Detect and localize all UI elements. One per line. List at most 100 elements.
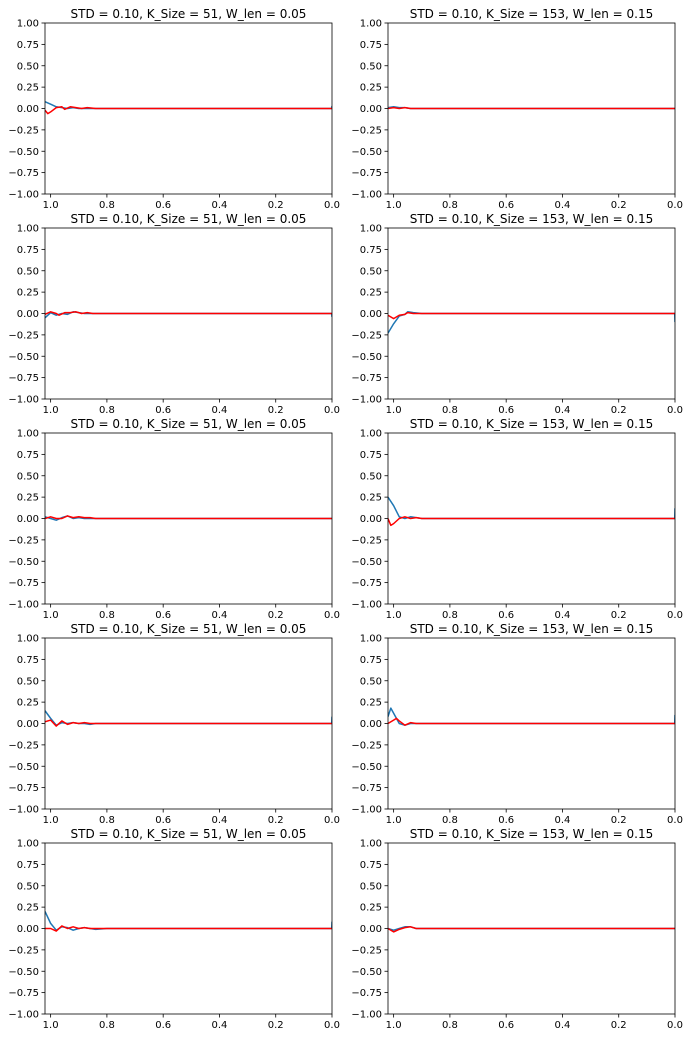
y-tick-label: 0.00 xyxy=(17,309,39,320)
y-tick-label: −0.50 xyxy=(351,147,382,158)
x-tick-label: 1.0 xyxy=(43,815,59,826)
y-tick-label: 0.25 xyxy=(17,83,39,94)
y-tick-label: 0.75 xyxy=(360,245,382,256)
series-line-blue xyxy=(388,707,675,726)
subplot-title: STD = 0.10, K_Size = 51, W_len = 0.05 xyxy=(71,622,307,636)
x-tick-label: 0.8 xyxy=(442,1020,458,1031)
x-tick-label: 0.4 xyxy=(211,815,227,826)
y-tick-label: −0.75 xyxy=(8,578,39,589)
subplot-7: STD = 0.10, K_Size = 51, W_len = 0.05 1.0… xyxy=(8,622,340,826)
y-tick-label: 0.25 xyxy=(17,493,39,504)
y-tick-label: 0.50 xyxy=(17,471,39,482)
y-tick-label: 0.50 xyxy=(17,266,39,277)
y-tick-label: −0.75 xyxy=(351,578,382,589)
y-tick-label: −1.00 xyxy=(351,190,382,201)
y-tick-label: −1.00 xyxy=(351,805,382,816)
y-tick-label: 1.00 xyxy=(360,429,382,440)
y-tick-label: −0.75 xyxy=(351,783,382,794)
subplot-9: STD = 0.10, K_Size = 51, W_len = 0.05 1.0… xyxy=(8,827,340,1031)
y-tick-label: 1.00 xyxy=(17,224,39,235)
y-tick-label: 0.25 xyxy=(360,903,382,914)
x-tick-label: 0.8 xyxy=(99,405,115,416)
x-tick-label: 0.4 xyxy=(554,200,570,211)
y-tick-label: −0.25 xyxy=(351,330,382,341)
y-tick-label: −0.75 xyxy=(8,168,39,179)
x-tick-label: 0.6 xyxy=(155,1020,171,1031)
y-tick-label: −0.50 xyxy=(8,352,39,363)
x-tick-label: 0.6 xyxy=(498,610,514,621)
y-tick-label: −0.75 xyxy=(8,988,39,999)
y-tick-label: −1.00 xyxy=(8,395,39,406)
x-tick-label: 0.6 xyxy=(155,200,171,211)
x-tick-label: 0.2 xyxy=(268,1020,284,1031)
y-tick-label: 0.00 xyxy=(360,514,382,525)
y-tick-label: −0.50 xyxy=(351,557,382,568)
series-line-red xyxy=(388,311,675,320)
y-tick-label: 0.50 xyxy=(360,266,382,277)
y-tick-label: 0.75 xyxy=(17,245,39,256)
y-tick-label: −0.25 xyxy=(8,945,39,956)
y-tick-label: 0.50 xyxy=(360,676,382,687)
y-tick-label: 0.75 xyxy=(17,450,39,461)
y-tick-label: 0.00 xyxy=(17,719,39,730)
x-tick-label: 0.4 xyxy=(211,610,227,621)
x-tick-label: 0.8 xyxy=(442,405,458,416)
x-tick-label: 0.8 xyxy=(442,815,458,826)
x-tick-label: 0.4 xyxy=(211,200,227,211)
y-tick-label: 0.00 xyxy=(360,924,382,935)
subplot-1: STD = 0.10, K_Size = 51, W_len = 0.05 1.0… xyxy=(8,7,340,211)
y-tick-label: −0.50 xyxy=(351,762,382,773)
x-tick-label: 0.0 xyxy=(324,200,340,211)
y-tick-label: −1.00 xyxy=(351,1010,382,1021)
x-tick-label: 0.2 xyxy=(611,815,627,826)
y-tick-label: −0.25 xyxy=(351,535,382,546)
x-tick-label: 0.6 xyxy=(155,610,171,621)
series-line-red xyxy=(45,515,332,520)
series-line-blue xyxy=(388,496,675,520)
y-tick-label: 0.75 xyxy=(360,450,382,461)
y-tick-label: −0.25 xyxy=(8,535,39,546)
x-tick-label: 0.0 xyxy=(324,1020,340,1031)
subplot-title: STD = 0.10, K_Size = 51, W_len = 0.05 xyxy=(71,212,307,226)
series-line-red xyxy=(45,925,332,932)
x-tick-label: 0.0 xyxy=(324,405,340,416)
x-tick-label: 0.2 xyxy=(611,405,627,416)
y-tick-label: 0.75 xyxy=(360,655,382,666)
y-tick-label: 0.50 xyxy=(17,676,39,687)
x-tick-label: 1.0 xyxy=(386,405,402,416)
x-tick-label: 0.6 xyxy=(498,1020,514,1031)
y-tick-label: −0.50 xyxy=(351,967,382,978)
y-tick-label: 0.25 xyxy=(17,698,39,709)
y-tick-label: 0.25 xyxy=(360,698,382,709)
y-tick-label: 0.00 xyxy=(17,924,39,935)
y-tick-label: 0.00 xyxy=(17,104,39,115)
y-tick-label: 0.50 xyxy=(17,61,39,72)
y-tick-label: −0.50 xyxy=(8,967,39,978)
series-line-red xyxy=(388,516,675,527)
y-tick-label: −0.50 xyxy=(8,147,39,158)
y-tick-label: −1.00 xyxy=(351,395,382,406)
x-tick-label: 0.2 xyxy=(268,610,284,621)
y-tick-label: 0.00 xyxy=(360,309,382,320)
x-tick-label: 0.2 xyxy=(268,815,284,826)
x-tick-label: 0.0 xyxy=(667,200,683,211)
y-tick-label: 0.25 xyxy=(17,903,39,914)
y-tick-label: 0.75 xyxy=(360,40,382,51)
x-tick-label: 0.2 xyxy=(268,200,284,211)
y-tick-label: −1.00 xyxy=(351,600,382,611)
subplot-2: STD = 0.10, K_Size = 153, W_len = 0.15 1.… xyxy=(351,7,683,211)
y-tick-label: 1.00 xyxy=(360,224,382,235)
y-tick-label: −0.25 xyxy=(351,945,382,956)
y-tick-label: 1.00 xyxy=(17,429,39,440)
subplot-title: STD = 0.10, K_Size = 153, W_len = 0.15 xyxy=(410,417,654,431)
subplot-title: STD = 0.10, K_Size = 51, W_len = 0.05 xyxy=(71,417,307,431)
y-tick-label: −0.25 xyxy=(8,740,39,751)
x-tick-label: 0.6 xyxy=(155,815,171,826)
y-tick-label: −0.25 xyxy=(8,330,39,341)
series-line-red xyxy=(388,926,675,933)
subplot-title: STD = 0.10, K_Size = 51, W_len = 0.05 xyxy=(71,827,307,841)
y-tick-label: 0.25 xyxy=(360,288,382,299)
x-tick-label: 0.6 xyxy=(498,405,514,416)
series-line-blue xyxy=(388,311,675,334)
y-tick-label: 1.00 xyxy=(17,634,39,645)
